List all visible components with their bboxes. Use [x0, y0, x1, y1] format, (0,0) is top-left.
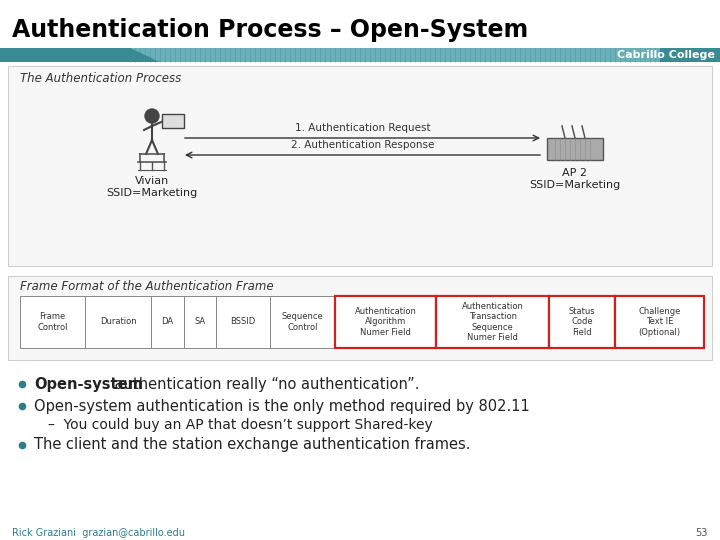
- Text: The Authentication Process: The Authentication Process: [20, 71, 181, 84]
- Text: Open-system: Open-system: [34, 376, 143, 392]
- Text: Sequence
Control: Sequence Control: [282, 312, 323, 332]
- Bar: [660, 48, 720, 62]
- Circle shape: [145, 109, 159, 123]
- Bar: [162, 114, 184, 128]
- Text: Authentication
Algorithm
Numer Field: Authentication Algorithm Numer Field: [355, 307, 417, 337]
- Text: authentication really “no authentication”.: authentication really “no authentication…: [110, 376, 420, 392]
- Text: Rick Graziani  grazian@cabrillo.edu: Rick Graziani grazian@cabrillo.edu: [12, 528, 185, 538]
- Text: Authentication
Transaction
Sequence
Numer Field: Authentication Transaction Sequence Nume…: [462, 302, 523, 342]
- Text: DA: DA: [161, 318, 174, 327]
- Bar: [151, 296, 184, 348]
- Text: Frame Format of the Authentication Frame: Frame Format of the Authentication Frame: [20, 280, 274, 293]
- Text: AP 2
SSID=Marketing: AP 2 SSID=Marketing: [529, 168, 621, 190]
- Text: Duration: Duration: [100, 318, 137, 327]
- Text: Authentication Process – Open-System: Authentication Process – Open-System: [12, 18, 528, 42]
- Bar: [549, 296, 615, 348]
- Text: BSSID: BSSID: [230, 318, 256, 327]
- Bar: [8, 66, 712, 266]
- Bar: [8, 276, 712, 360]
- Bar: [547, 138, 603, 160]
- Text: 2. Authentication Response: 2. Authentication Response: [291, 140, 434, 150]
- Polygon shape: [0, 48, 160, 62]
- Text: 53: 53: [696, 528, 708, 538]
- Bar: [86, 296, 151, 348]
- Text: Status
Code
Field: Status Code Field: [569, 307, 595, 337]
- Text: 1. Authentication Request: 1. Authentication Request: [294, 123, 431, 133]
- Text: SA: SA: [194, 318, 205, 327]
- Text: Open-system authentication is the only method required by 802.11: Open-system authentication is the only m…: [34, 399, 530, 414]
- Text: –  You could buy an AP that doesn’t support Shared-key: – You could buy an AP that doesn’t suppo…: [48, 418, 433, 432]
- Text: Cabrillo College: Cabrillo College: [617, 50, 715, 60]
- Text: Challenge
Text IE
(Optional): Challenge Text IE (Optional): [638, 307, 680, 337]
- Bar: [615, 296, 704, 348]
- Text: Vivian
SSID=Marketing: Vivian SSID=Marketing: [107, 176, 197, 198]
- Bar: [130, 48, 690, 62]
- Bar: [270, 296, 336, 348]
- Bar: [216, 296, 270, 348]
- Text: The client and the station exchange authentication frames.: The client and the station exchange auth…: [34, 437, 470, 453]
- Text: Frame
Control: Frame Control: [37, 312, 68, 332]
- Bar: [336, 296, 436, 348]
- Bar: [184, 296, 216, 348]
- Bar: [436, 296, 549, 348]
- Bar: [20, 296, 86, 348]
